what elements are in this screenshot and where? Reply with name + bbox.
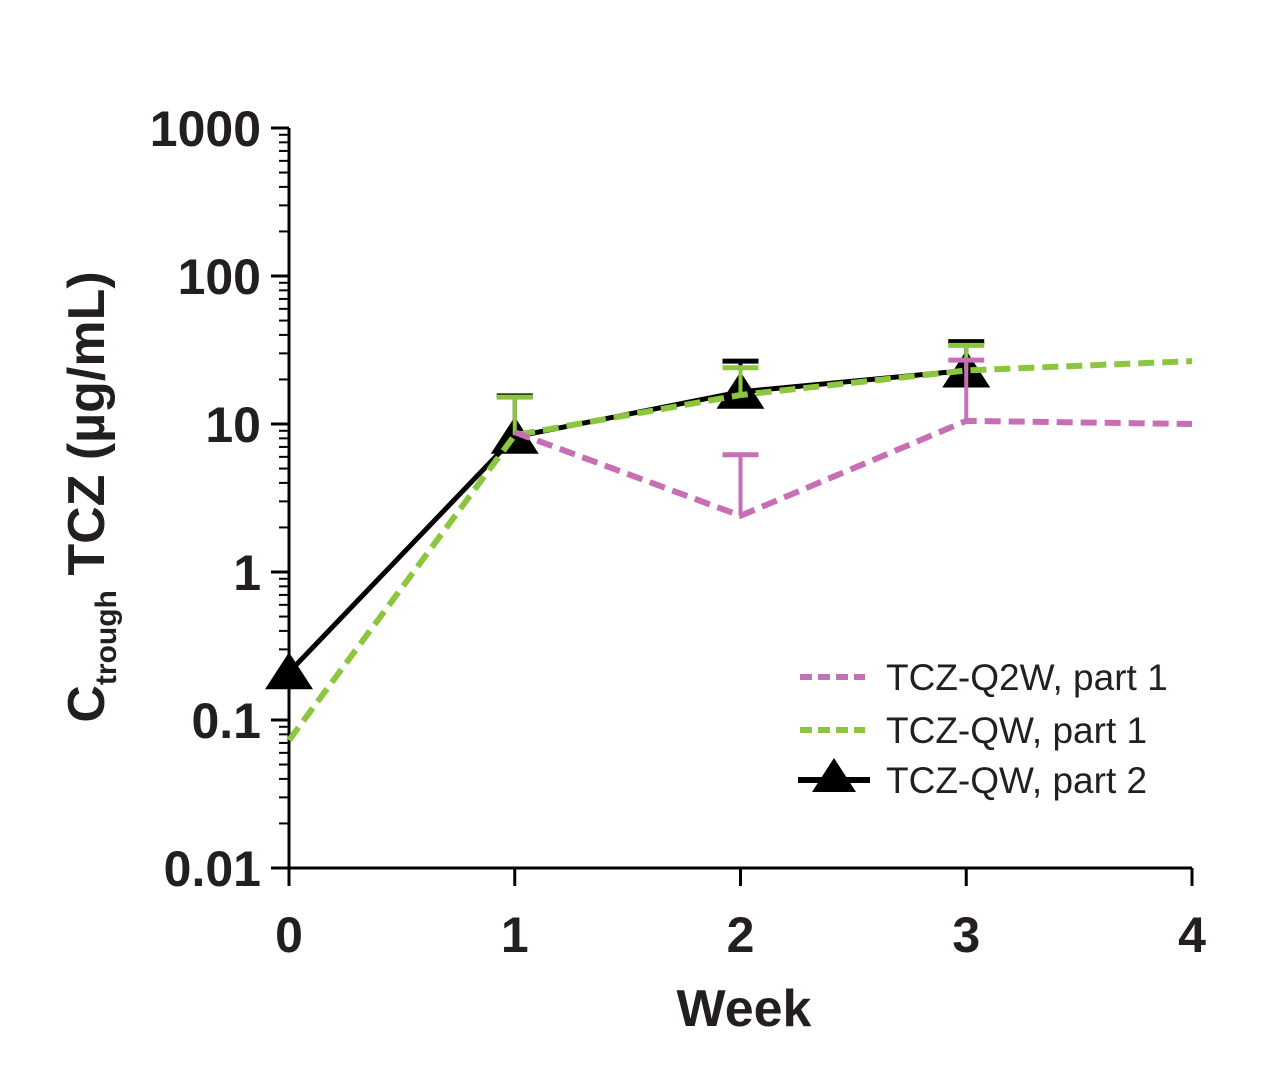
x-tick-label: 1 xyxy=(501,907,529,963)
y-tick-label: 10 xyxy=(205,397,261,453)
legend-triangle-marker xyxy=(812,758,856,792)
y-tick-label: 0.01 xyxy=(164,841,261,897)
x-axis-title: Week xyxy=(677,980,812,1038)
legend-label-qw-part1: TCZ-QW, part 1 xyxy=(886,710,1147,751)
legend-item-qw-part2: TCZ-QW, part 2 xyxy=(798,758,1147,801)
y-tick-labels: 0.01 0.1 1 10 100 1000 xyxy=(150,101,261,897)
series-line xyxy=(286,358,1193,743)
series-layer xyxy=(265,339,1193,743)
data-point-marker xyxy=(265,652,313,690)
legend-label-qw-part2: TCZ-QW, part 2 xyxy=(886,760,1147,801)
y-axis-title-sub: trough xyxy=(90,590,123,685)
y-axis-title-rest: TCZ (µg/mL) xyxy=(58,271,116,590)
legend-item-qw-part1: TCZ-QW, part 1 xyxy=(800,710,1147,751)
legend-item-q2w-part1: TCZ-Q2W, part 1 xyxy=(800,657,1168,698)
y-tick-label: 1 xyxy=(233,545,261,601)
y-tick-label: 0.1 xyxy=(191,693,261,749)
x-tick-label: 4 xyxy=(1178,907,1206,963)
legend-label-q2w-part1: TCZ-Q2W, part 1 xyxy=(886,657,1168,698)
legend: TCZ-Q2W, part 1 TCZ-QW, part 1 TCZ-QW, p… xyxy=(798,657,1168,801)
y-tick-label: 100 xyxy=(178,249,261,305)
x-tick-label: 3 xyxy=(952,907,980,963)
y-axis-title-main: C xyxy=(58,685,116,723)
series-line xyxy=(513,417,1193,519)
y-tick-label: 1000 xyxy=(150,101,261,157)
x-tick-label: 0 xyxy=(275,907,303,963)
series-tcz-qw-part-2 xyxy=(265,339,991,690)
x-tick-label: 2 xyxy=(727,907,755,963)
y-axis-title: Ctrough TCZ (µg/mL) xyxy=(58,271,123,722)
series-tcz-q2w-part-1 xyxy=(513,357,1193,519)
x-tick-labels: 0 1 2 3 4 xyxy=(275,907,1206,963)
